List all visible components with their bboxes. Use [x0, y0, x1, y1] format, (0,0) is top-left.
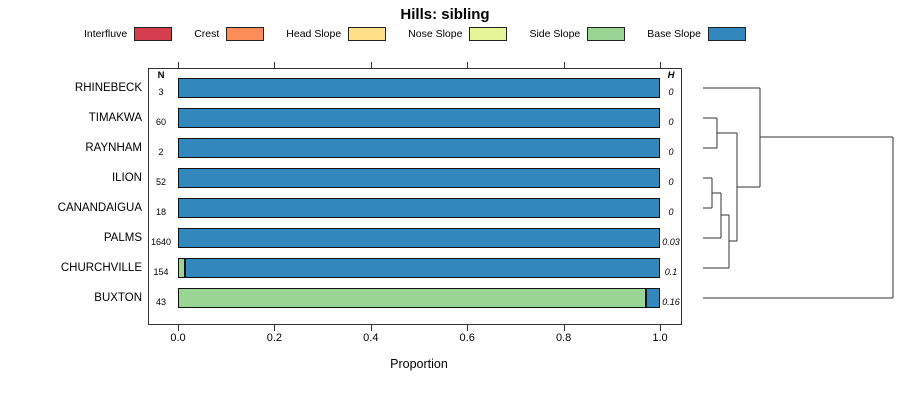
- axis-tick-top: [563, 62, 565, 68]
- bar-segment: [178, 138, 660, 158]
- row-label: ILION: [111, 172, 142, 184]
- h-value: 0.16: [662, 297, 680, 307]
- legend-swatch: [134, 27, 173, 41]
- legend-item-crest: Crest: [194, 27, 265, 41]
- row-label: PALMS: [103, 232, 142, 244]
- bar-segment: [178, 168, 660, 188]
- axis-tick-label: 0.4: [363, 332, 379, 344]
- bar-segment: [645, 288, 660, 308]
- bar-segment: [178, 258, 186, 278]
- axis-tick-bottom: [660, 325, 661, 331]
- axis-tick-label: 0.2: [266, 332, 283, 344]
- axis-tick-label: 0.6: [459, 332, 475, 344]
- axis-tick-top: [178, 62, 179, 68]
- axis-tick-top: [660, 62, 661, 68]
- legend-swatch: [707, 27, 746, 41]
- axis-tick-bottom: [563, 325, 565, 331]
- legend-item-interfluve: Interfluve: [84, 27, 173, 41]
- axis-tick-bottom: [467, 325, 469, 331]
- axis-tick-top: [274, 62, 276, 68]
- axis-tick-top: [370, 62, 372, 68]
- bar-segment: [178, 228, 660, 248]
- n-value: 43: [155, 297, 166, 307]
- n-column-header: N: [157, 70, 165, 81]
- legend-swatch: [226, 27, 265, 41]
- axis-tick-label: 0.8: [555, 332, 572, 344]
- x-axis-label: Proportion: [390, 357, 448, 371]
- h-value: 0.03: [662, 237, 680, 247]
- bar-segment: [178, 288, 646, 308]
- axis-tick-label: 0.0: [170, 332, 186, 344]
- legend-label: Side Slope: [529, 28, 581, 40]
- n-value: 154: [153, 267, 169, 277]
- row-label: RAYNHAM: [85, 142, 142, 154]
- chart-title: Hills: sibling: [400, 6, 490, 23]
- axis-tick-bottom: [274, 325, 276, 331]
- plot-box: [148, 68, 682, 325]
- row-label: CHURCHVILLE: [60, 262, 142, 274]
- legend-label: Interfluve: [84, 28, 128, 40]
- bar-segment: [185, 258, 660, 278]
- legend-item-side-slope: Side Slope: [529, 27, 626, 41]
- h-value: 0: [668, 177, 674, 187]
- legend-label: Crest: [194, 28, 220, 40]
- h-value: 0: [668, 87, 674, 97]
- legend-label: Nose Slope: [408, 28, 463, 40]
- bar-segment: [178, 108, 660, 128]
- bar-segment: [178, 78, 660, 98]
- legend-swatch: [587, 27, 626, 41]
- n-value: 2: [158, 147, 164, 157]
- n-value: 1640: [150, 237, 172, 247]
- legend-label: Head Slope: [286, 28, 342, 40]
- legend-label: Base Slope: [647, 28, 701, 40]
- h-value: 0.1: [664, 267, 678, 277]
- h-value: 0: [668, 207, 674, 217]
- n-value: 60: [155, 117, 166, 127]
- h-column-header: H: [667, 70, 675, 81]
- axis-tick-bottom: [178, 325, 179, 331]
- axis-tick-top: [467, 62, 469, 68]
- legend-item-nose-slope: Nose Slope: [408, 27, 508, 41]
- legend: Interfluve Crest Head Slope Nose Slope Side …: [0, 27, 830, 41]
- h-value: 0: [668, 147, 674, 157]
- n-value: 52: [155, 177, 166, 187]
- row-label: RHINEBECK: [74, 82, 142, 94]
- n-value: 18: [155, 207, 166, 217]
- h-value: 0: [668, 117, 674, 127]
- row-label: BUXTON: [94, 292, 142, 304]
- legend-swatch: [348, 27, 387, 41]
- legend-item-head-slope: Head Slope: [286, 27, 387, 41]
- row-label: TIMAKWA: [88, 112, 142, 124]
- axis-tick-bottom: [370, 325, 372, 331]
- row-label: CANANDAIGUA: [57, 202, 142, 214]
- legend-swatch: [469, 27, 508, 41]
- n-value: 3: [158, 87, 164, 97]
- legend-item-base-slope: Base Slope: [647, 27, 746, 41]
- bar-segment: [178, 198, 660, 218]
- axis-tick-label: 1.0: [652, 332, 668, 344]
